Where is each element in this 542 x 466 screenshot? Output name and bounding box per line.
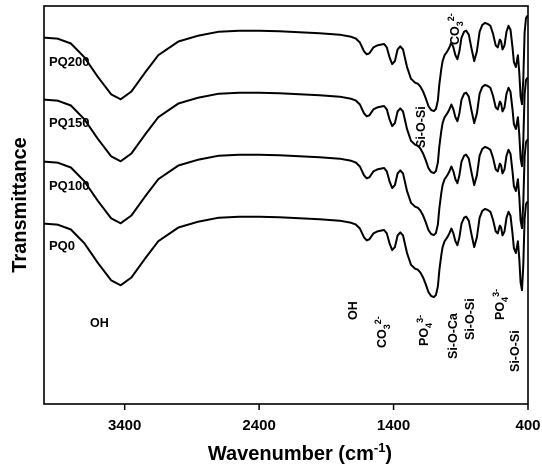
x-axis-title: Wavenumber (cm-1) xyxy=(208,440,392,465)
annotation-po4b: PO43- xyxy=(491,289,510,320)
series-line-pq200 xyxy=(43,15,529,113)
series-line-pq150 xyxy=(43,77,529,175)
annotation-sios1: Si-O-Si xyxy=(414,106,428,148)
series-curves xyxy=(43,15,529,299)
series-line-pq0 xyxy=(43,201,529,299)
x-tick-label: 2400 xyxy=(242,417,275,434)
annotation-oh1: OH xyxy=(90,316,109,330)
series-line-pq100 xyxy=(43,139,529,237)
x-axis-ticks: 3400 2400 1400 400 xyxy=(108,404,541,434)
x-tick-label: 400 xyxy=(515,417,540,434)
annotation-co3b: CO32- xyxy=(446,13,465,45)
series-labels: PQ200 PQ150 PQ100 PQ0 xyxy=(49,54,89,253)
x-tick-label: 3400 xyxy=(108,417,141,434)
series-label-pq0: PQ0 xyxy=(49,238,75,253)
series-label-pq200: PQ200 xyxy=(49,54,89,69)
series-label-pq150: PQ150 xyxy=(49,115,89,130)
annotation-oh2: OH xyxy=(346,301,360,320)
annotation-sioca: Si-O-Ca xyxy=(446,312,460,359)
annotation-sios2: Si-O-Si xyxy=(463,298,477,340)
annotation-po4a: PO43- xyxy=(415,315,434,346)
plot-frame xyxy=(43,5,529,405)
annotation-sios3: Si-O-Si xyxy=(508,330,522,372)
series-label-pq100: PQ100 xyxy=(49,178,89,193)
y-axis-title: Transmittance xyxy=(9,137,31,273)
annotation-co3a: CO32- xyxy=(373,316,392,348)
x-tick-label: 1400 xyxy=(377,417,410,434)
